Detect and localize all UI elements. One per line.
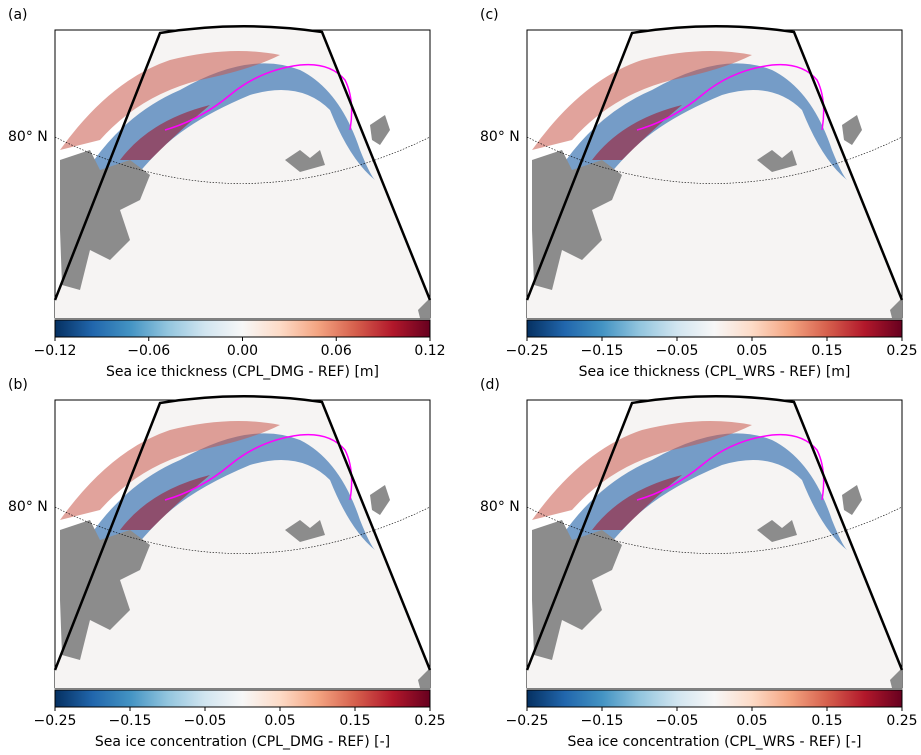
ice-edge <box>636 433 825 501</box>
colorbar-label: Sea ice thickness (CPL_DMG - REF) [m] <box>106 364 379 380</box>
latitude-line <box>54 506 431 554</box>
colorbar-tick-label: −0.25 <box>506 713 549 729</box>
colorbar-tick-label: 0.05 <box>736 713 767 729</box>
panel-label: (d) <box>480 377 500 393</box>
land <box>757 150 797 172</box>
sector-edge <box>525 24 904 301</box>
land <box>370 115 390 145</box>
land <box>370 485 390 515</box>
colorbar-tick-label: 0.12 <box>414 343 445 359</box>
anomaly-band <box>592 105 682 160</box>
latitude-line <box>526 136 903 184</box>
anomaly-band <box>532 421 752 520</box>
panel-label: (a) <box>8 7 28 23</box>
latitude-label: 80° N <box>480 499 520 515</box>
colorbar-label: Sea ice concentration (CPL_DMG - REF) [-… <box>95 734 390 750</box>
colorbar <box>526 319 903 338</box>
colorbar-tick-label: −0.15 <box>581 343 624 359</box>
colorbar-tick-label: −0.12 <box>34 343 77 359</box>
anomaly-band <box>532 51 752 150</box>
colorbar-label: Sea ice concentration (CPL_WRS - REF) [-… <box>568 734 862 750</box>
colorbar-tick-label: −0.25 <box>506 343 549 359</box>
colorbar-tick-label: −0.25 <box>34 713 77 729</box>
ice-edge <box>164 433 353 501</box>
colorbar-tick-label: 0.25 <box>886 713 917 729</box>
colorbar-tick-label: −0.05 <box>184 713 227 729</box>
anomaly-band <box>60 51 280 150</box>
ice-edge <box>636 63 825 131</box>
colorbar-label: Sea ice thickness (CPL_WRS - REF) [m] <box>579 364 851 380</box>
ice-edge <box>164 63 353 131</box>
land <box>532 150 622 290</box>
land <box>418 298 430 318</box>
land <box>532 520 622 660</box>
land <box>890 668 902 688</box>
land <box>890 298 902 318</box>
land <box>60 520 150 660</box>
land <box>418 668 430 688</box>
colorbar-tick-label: 0.25 <box>414 713 445 729</box>
latitude-label: 80° N <box>8 129 48 145</box>
colorbar-tick-label: 0.05 <box>736 343 767 359</box>
panel: (a) 80° N −0.12 −0.06 0.00 0.06 0.12 Sea ice th… <box>8 7 446 380</box>
anomaly-band <box>592 475 682 530</box>
colorbar-tick-label: 0.15 <box>339 713 370 729</box>
land <box>285 150 325 172</box>
anomaly-band <box>60 421 280 520</box>
latitude-label: 80° N <box>480 129 520 145</box>
anomaly-band <box>120 105 210 160</box>
colorbar-tick-label: 0.15 <box>811 343 842 359</box>
latitude-label: 80° N <box>8 499 48 515</box>
latitude-line <box>526 506 903 554</box>
colorbar-tick-label: −0.15 <box>581 713 624 729</box>
land <box>757 520 797 542</box>
colorbar <box>54 689 431 708</box>
anomaly-band <box>120 475 210 530</box>
sector-edge <box>525 394 904 671</box>
colorbar-tick-label: 0.06 <box>321 343 352 359</box>
colorbar-tick-label: 0.05 <box>264 713 295 729</box>
colorbar-tick-label: 0.15 <box>811 713 842 729</box>
panel-label: (b) <box>8 377 28 393</box>
panel-label: (c) <box>480 7 499 23</box>
latitude-line <box>54 136 431 184</box>
colorbar-tick-label: −0.06 <box>127 343 170 359</box>
land <box>285 520 325 542</box>
colorbar-tick-label: −0.05 <box>656 343 699 359</box>
colorbar-tick-label: 0.00 <box>227 343 258 359</box>
panel: (d) 80° N −0.25 −0.15 −0.05 0.05 0.15 0.25 Sea i… <box>480 377 918 750</box>
panel: (c) 80° N −0.25 −0.15 −0.05 0.05 0.15 0.25 Sea i… <box>480 7 918 380</box>
colorbar <box>526 689 903 708</box>
land <box>842 115 862 145</box>
panel: (b) 80° N −0.25 −0.15 −0.05 0.05 0.15 0.25 Sea i… <box>8 377 446 750</box>
colorbar-tick-label: 0.25 <box>886 343 917 359</box>
colorbar <box>54 319 431 338</box>
sector-edge <box>53 394 432 671</box>
colorbar-tick-label: −0.15 <box>109 713 152 729</box>
sector-edge <box>53 24 432 301</box>
colorbar-tick-label: −0.05 <box>656 713 699 729</box>
land <box>60 150 150 290</box>
land <box>842 485 862 515</box>
